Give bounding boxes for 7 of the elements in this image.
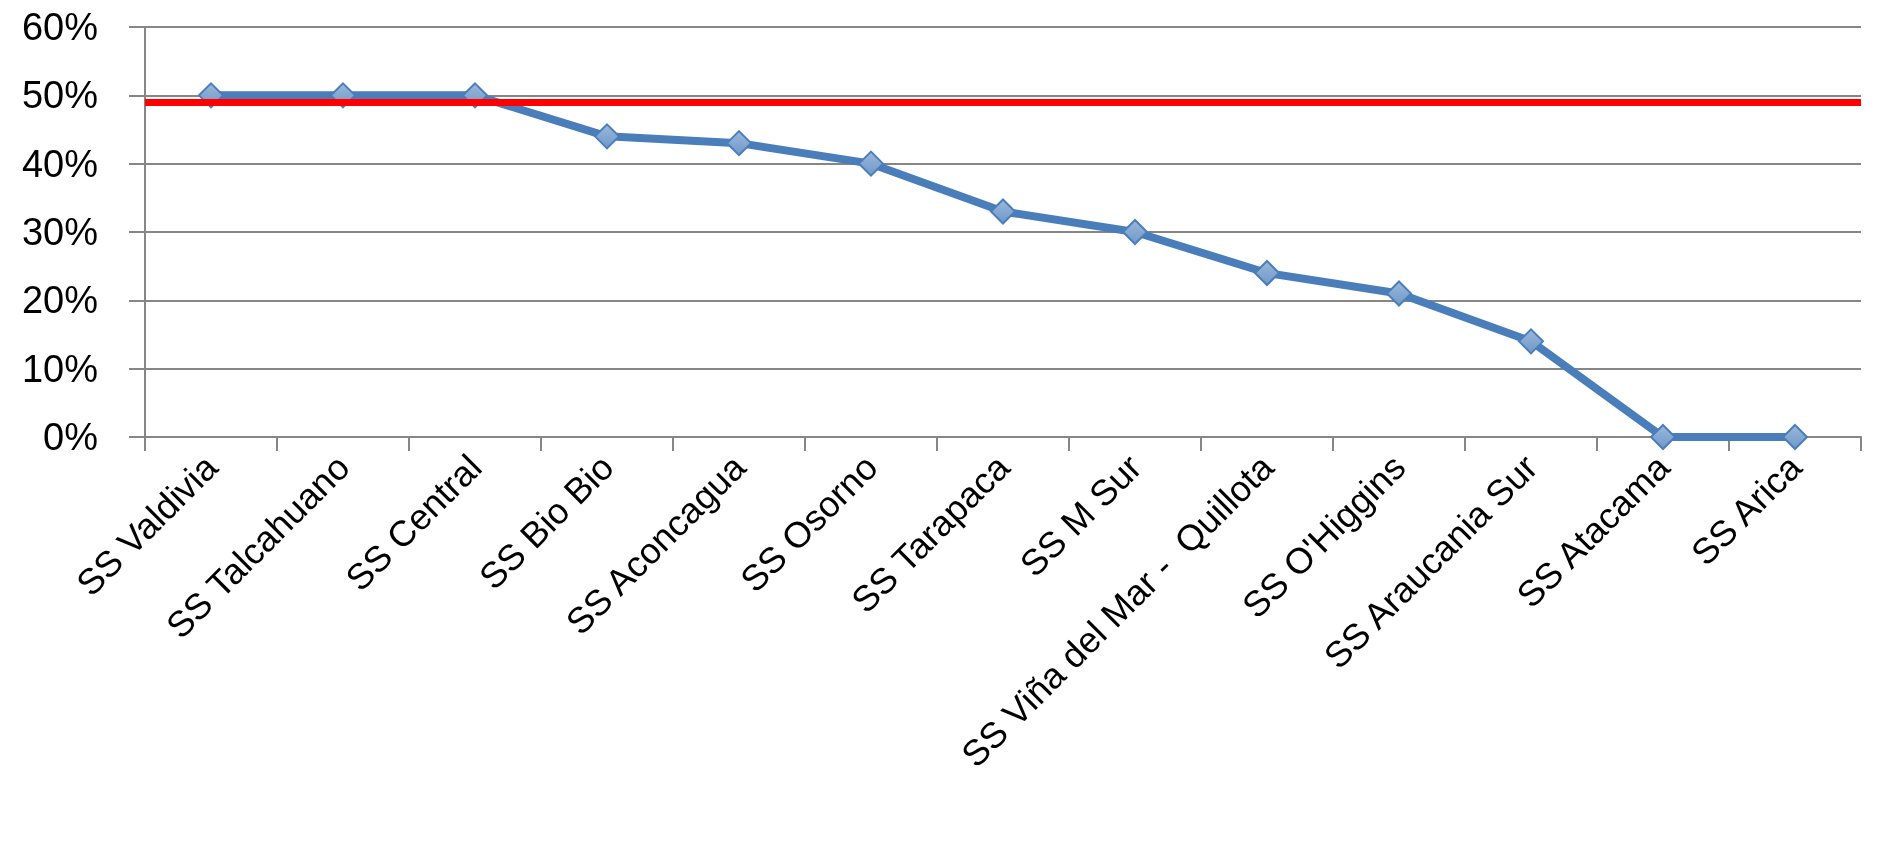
y-tick-label: 50%	[21, 74, 98, 117]
y-tick-label: 20%	[21, 279, 98, 322]
y-tick-label: 60%	[21, 6, 98, 48]
y-tick-label: 40%	[21, 142, 98, 185]
y-tick-label: 0%	[43, 416, 98, 458]
y-tick-label: 10%	[21, 347, 98, 390]
y-tick-label: 30%	[21, 211, 98, 253]
